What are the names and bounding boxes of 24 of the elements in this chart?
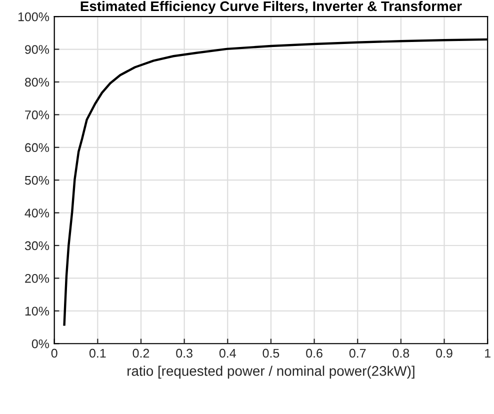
y-tick-label: 20% — [25, 274, 50, 283]
x-tick-label: 1 — [485, 348, 490, 358]
y-tick-label: 10% — [25, 306, 50, 316]
x-tick-label: 0.7 — [349, 348, 366, 358]
x-tick-label: 0.4 — [219, 348, 236, 358]
x-axis-title: ratio [requested power / nominal power(23kW)] — [128, 366, 414, 379]
y-tick-label: 90% — [25, 45, 50, 54]
x-tick-label: 0.5 — [262, 348, 280, 358]
y-tick-label: 70% — [25, 110, 50, 120]
x-tick-label: 0.1 — [89, 348, 106, 358]
x-tick-label: 0.3 — [176, 348, 192, 358]
y-tick-label: 40% — [24, 208, 50, 218]
x-tick-label: 0.9 — [436, 348, 452, 358]
x-tick-label: 0.6 — [306, 348, 322, 358]
y-tick-label: 0% — [32, 339, 50, 348]
x-tick-label: 0 — [51, 348, 58, 358]
y-tick-label: 50% — [24, 176, 50, 185]
y-tick-label: 60% — [25, 143, 50, 152]
x-tick-label: 0.8 — [392, 348, 410, 358]
y-tick-label: 100% — [18, 12, 50, 22]
chart-title: Estimated Efficiency Curve Filters, Inverter & Transformer — [80, 0, 462, 14]
y-tick-label: 30% — [24, 241, 50, 250]
y-tick-label: 80% — [25, 78, 50, 87]
x-tick-label: 0.2 — [132, 348, 150, 358]
